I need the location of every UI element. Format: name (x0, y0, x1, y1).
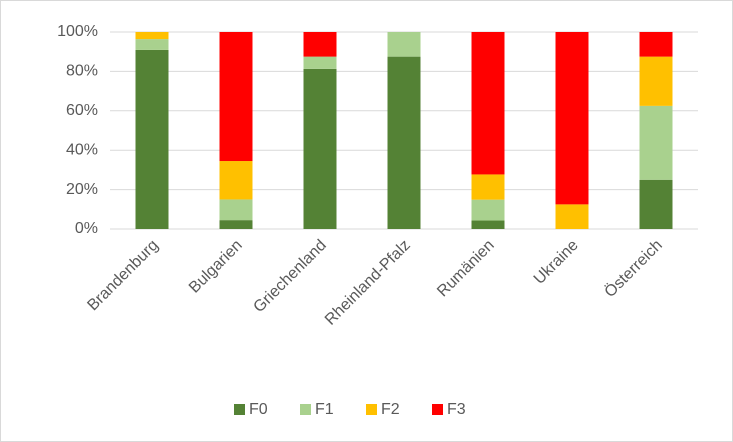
y-tick-label: 80% (66, 63, 98, 80)
legend-swatch (300, 404, 311, 415)
bar-segment (303, 56, 337, 69)
bar-segment (303, 68, 337, 230)
legend-label: F3 (447, 401, 466, 418)
bar-segment (135, 39, 169, 50)
bar-segment (135, 49, 169, 229)
bar-segment (219, 220, 253, 229)
bar-segment (135, 32, 169, 40)
y-tick-label: 0% (75, 220, 98, 237)
y-tick-label: 100% (57, 23, 98, 40)
bar-segment (639, 32, 673, 57)
legend-label: F0 (249, 401, 268, 418)
bar-segment (471, 199, 505, 221)
bar-segment (471, 220, 505, 229)
legend-label: F1 (315, 401, 334, 418)
bar-segment (555, 204, 589, 229)
bar-segment (303, 32, 337, 57)
bar-segment (639, 105, 673, 180)
bar-segment (471, 174, 505, 200)
y-tick-label: 20% (66, 181, 98, 198)
y-tick-label: 60% (66, 102, 98, 119)
bar-segment (219, 199, 253, 221)
bar-segment (387, 56, 421, 229)
legend-swatch (366, 404, 377, 415)
y-tick-label: 40% (66, 141, 98, 158)
bar-segment (639, 56, 673, 106)
bar-segment (219, 161, 253, 200)
legend-swatch (234, 404, 245, 415)
legend-label: F2 (381, 401, 400, 418)
bar-segment (387, 32, 421, 57)
legend-swatch (432, 404, 443, 415)
bar-segment (471, 32, 505, 175)
bar-segment (555, 32, 589, 205)
bar-segment (219, 32, 253, 162)
bar-segment (639, 179, 673, 229)
